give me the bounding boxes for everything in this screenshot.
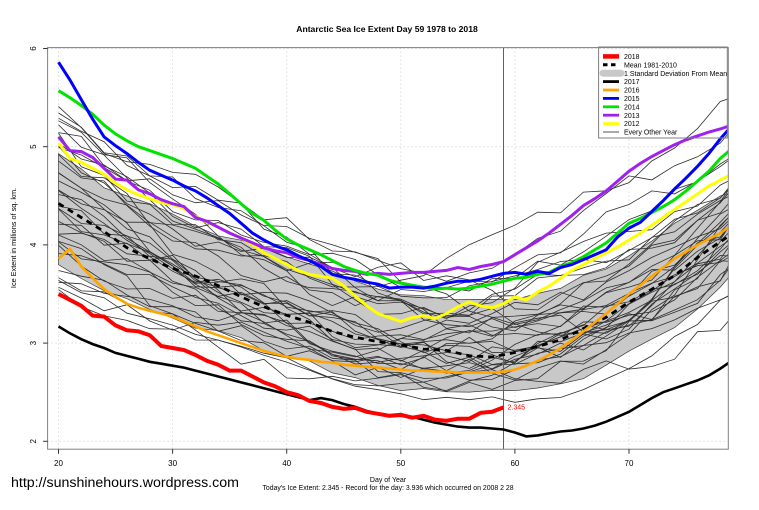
svg-text:60: 60 (510, 459, 519, 468)
svg-text:2018: 2018 (624, 54, 640, 61)
svg-text:2.345: 2.345 (508, 404, 526, 411)
svg-text:40: 40 (282, 459, 291, 468)
svg-text:5: 5 (29, 144, 38, 149)
svg-text:Day of Year: Day of Year (370, 477, 407, 484)
svg-text:70: 70 (625, 459, 634, 468)
svg-text:6: 6 (29, 46, 38, 51)
svg-text:2015: 2015 (624, 96, 640, 103)
svg-text:Antarctic Sea Ice Extent Day 5: Antarctic Sea Ice Extent Day 59 1978 to … (296, 24, 478, 34)
svg-text:Ice Extent in millions of sq.: Ice Extent in millions of sq. km. (9, 188, 18, 288)
svg-text:50: 50 (396, 459, 405, 468)
svg-text:http://sunshinehours.wordpress: http://sunshinehours.wordpress.com (11, 475, 239, 491)
svg-text:2016: 2016 (624, 88, 640, 95)
svg-text:2014: 2014 (624, 104, 640, 111)
svg-text:Today's Ice Extent: 2.345 - R: Today's Ice Extent: 2.345 - Record for t… (262, 485, 513, 492)
svg-text:2: 2 (29, 439, 38, 444)
svg-text:3: 3 (29, 340, 38, 345)
svg-text:4: 4 (29, 242, 38, 247)
svg-text:2012: 2012 (624, 121, 640, 128)
svg-text:2013: 2013 (624, 113, 640, 120)
svg-text:1 Standard Deviation From Mean: 1 Standard Deviation From Mean (624, 71, 727, 78)
svg-text:20: 20 (54, 459, 63, 468)
svg-text:30: 30 (168, 459, 177, 468)
svg-text:Mean 1981-2010: Mean 1981-2010 (624, 62, 677, 69)
svg-text:2017: 2017 (624, 79, 640, 86)
svg-text:Every Other Year: Every Other Year (624, 130, 678, 137)
